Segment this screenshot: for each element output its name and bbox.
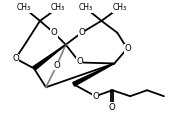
Polygon shape [73, 63, 114, 86]
Text: CH₃: CH₃ [112, 3, 126, 12]
Polygon shape [33, 45, 66, 70]
Text: CH₃: CH₃ [79, 3, 93, 12]
Text: O: O [53, 61, 60, 70]
Text: O: O [109, 103, 116, 112]
Text: CH₃: CH₃ [51, 3, 65, 12]
Text: O: O [78, 28, 85, 37]
Text: O: O [50, 28, 57, 37]
Text: CH₃: CH₃ [17, 3, 31, 12]
Text: O: O [125, 44, 132, 53]
Text: O: O [12, 54, 19, 63]
Text: O: O [92, 92, 99, 101]
Text: O: O [76, 57, 83, 66]
